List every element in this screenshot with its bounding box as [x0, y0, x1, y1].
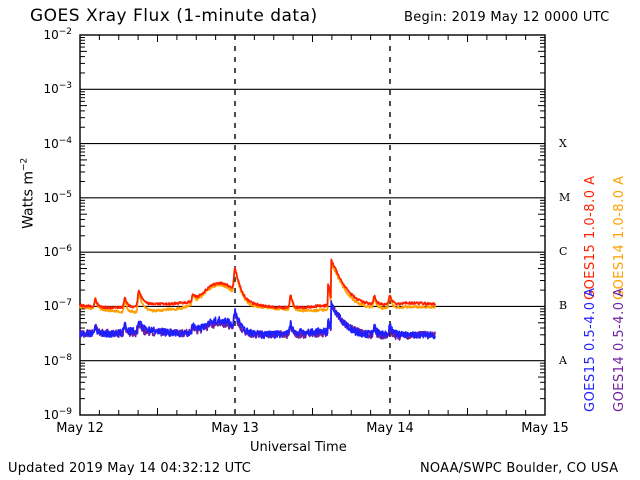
updated-timestamp: Updated 2019 May 14 04:32:12 UTC	[8, 461, 252, 476]
y-tick-label: 10−9	[43, 407, 72, 422]
x-tick-label: May 14	[366, 421, 414, 436]
y-tick-label: 10−5	[43, 189, 72, 205]
x-tick-label: May 15	[521, 421, 569, 436]
flare-class-A: A	[559, 353, 567, 367]
y-tick-label: 10−7	[43, 298, 72, 314]
begin-time-label: Begin: 2019 May 12 0000 UTC	[404, 10, 610, 25]
flare-class-C: C	[559, 245, 568, 259]
y-tick-label: 10−2	[43, 27, 72, 42]
x-tick-label: May 13	[211, 421, 259, 436]
x-axis-label: Universal Time	[250, 440, 347, 455]
y-tick-label: 10−4	[43, 135, 72, 151]
x-tick-label: May 12	[56, 421, 104, 436]
y-tick-label: 10−6	[43, 244, 72, 260]
flare-class-M: M	[559, 190, 571, 204]
y-tick-label: 10−8	[43, 352, 72, 368]
flare-class-X: X	[559, 136, 567, 150]
source-credit: NOAA/SWPC Boulder, CO USA	[420, 461, 619, 476]
chart-title: GOES Xray Flux (1-minute data)	[30, 6, 318, 26]
flare-class-B: B	[559, 299, 568, 313]
y-tick-label: 10−3	[43, 81, 72, 97]
